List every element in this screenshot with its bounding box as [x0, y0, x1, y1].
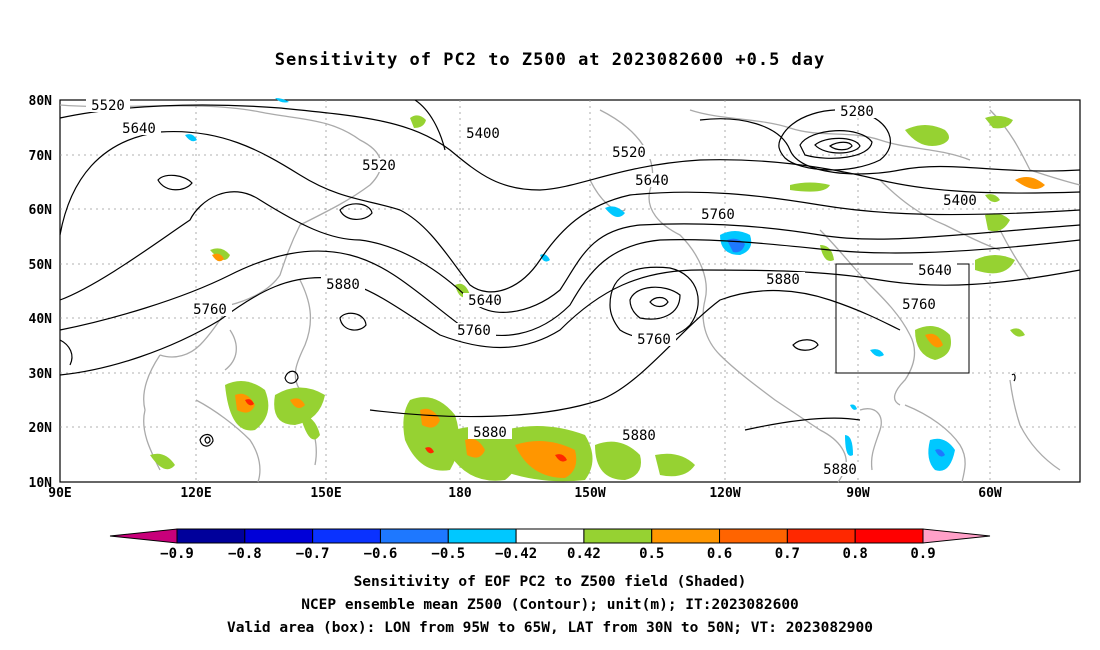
lon-label: 120E: [180, 486, 211, 501]
colorbar-segment: [312, 528, 381, 544]
lon-labels: 90E 120E 150E 180 150W 120W 90W 60W: [48, 486, 1002, 501]
lat-labels: 80N 70N 60N 50N 40N 30N 20N 10N: [29, 94, 53, 491]
contour-label: 5880: [766, 272, 800, 288]
lon-label: 120W: [709, 486, 740, 501]
gridlines: [60, 100, 1080, 482]
lon-label: 150W: [574, 486, 605, 501]
contour-label: 5640: [918, 263, 952, 279]
colorbar-label: −0.42: [495, 546, 537, 562]
contour-label: 5760: [193, 302, 227, 318]
lat-label: 40N: [29, 312, 53, 327]
colorbar-segment: [379, 528, 449, 544]
colorbar-label: −0.5: [431, 546, 465, 562]
contour-label: 5640: [122, 121, 156, 137]
caption-valid-area: Valid area (box): LON from 95W to 65W, L…: [226, 620, 873, 636]
contour-label: 5280: [840, 104, 874, 120]
colorbar-label: 0.5: [639, 546, 664, 562]
contour-label: 5880: [326, 277, 360, 293]
colorbar-segment: [583, 528, 653, 544]
lat-label: 10N: [29, 476, 53, 491]
colorbar-segment: [176, 528, 246, 544]
contour-label: 5880: [622, 428, 656, 444]
lat-label: 50N: [29, 258, 53, 273]
contour-label: 5760: [457, 323, 491, 339]
colorbar-segment: [651, 528, 721, 544]
caption-contour: NCEP ensemble mean Z500 (Contour); unit(…: [301, 597, 799, 613]
contour-label: 5520: [362, 158, 396, 174]
lon-label: 90E: [48, 486, 71, 501]
map-title: Sensitivity of PC2 to Z500 at 2023082600…: [274, 50, 826, 70]
contour-label: 5400: [943, 193, 977, 209]
contour-label: 5760: [637, 332, 671, 348]
contour-label: 5880: [823, 462, 857, 478]
colorbar-segment: [244, 528, 314, 544]
colorbar-segment: [922, 528, 991, 544]
colorbar-label: −0.6: [364, 546, 398, 562]
lat-label: 60N: [29, 203, 53, 218]
lon-label: 90W: [846, 486, 870, 501]
contour-label: 5640: [635, 173, 669, 189]
lon-label: 180: [448, 486, 472, 501]
contour-label: 5520: [91, 98, 125, 114]
lon-label: 60W: [978, 486, 1002, 501]
colorbar-label: 0.9: [910, 546, 935, 562]
colorbar-segment: [786, 528, 856, 544]
colorbar-label: 0.8: [843, 546, 868, 562]
colorbar-label: 0.6: [707, 546, 732, 562]
colorbar-label: 0.7: [775, 546, 800, 562]
colorbar: −0.9 −0.8 −0.7 −0.6 −0.5 −0.42 0.42 0.5 0.6 0.7 0.…: [109, 528, 991, 562]
lat-label: 80N: [29, 94, 53, 109]
colorbar-label: −0.7: [296, 546, 330, 562]
shaded-positive-orange: [212, 176, 1045, 478]
shaded-positive-red: [245, 399, 567, 462]
contour-label: 5760: [701, 207, 735, 223]
contour-label: 5640: [468, 293, 502, 309]
contour-label: 5520: [612, 145, 646, 161]
colorbar-label: −0.9: [160, 546, 194, 562]
colorbar-segment: [854, 528, 924, 544]
contour-labels: 5520 5640 5400 5520 5280 5520 5640 5760 …: [86, 98, 982, 478]
colorbar-segment: [447, 528, 517, 544]
caption-shaded: Sensitivity of EOF PC2 to Z500 field (Sh…: [353, 574, 747, 590]
lat-label: 70N: [29, 149, 53, 164]
colorbar-segment: [109, 528, 178, 544]
lat-label: 20N: [29, 421, 53, 436]
colorbar-segment: [719, 528, 788, 544]
contour-label: 5400: [466, 126, 500, 142]
valid-area-box: [835, 263, 970, 374]
colorbar-label: −0.8: [228, 546, 262, 562]
contour-label: 5760: [902, 297, 936, 313]
plot-frame: [59, 99, 1081, 483]
colorbar-label: 0.42: [567, 546, 601, 562]
lat-label: 30N: [29, 367, 53, 382]
colorbar-segment: [515, 528, 585, 544]
lon-label: 150E: [310, 486, 341, 501]
contour-label: 5880: [473, 425, 507, 441]
